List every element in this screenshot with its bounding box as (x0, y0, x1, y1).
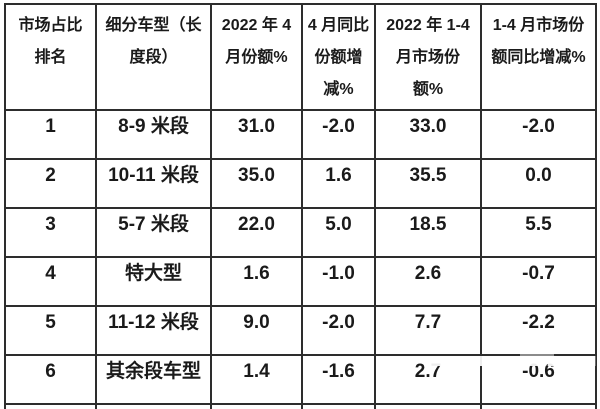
cell-jan-apr-yoy: -2.2 (480, 305, 597, 356)
column-header-jan-apr-yoy: 1-4 月市场份 额同比增减% (480, 3, 597, 111)
cell-apr-share: 35.0 (210, 158, 303, 209)
cell-jan-apr-share: 33.0 (374, 109, 482, 160)
cell-rank: 5 (4, 305, 97, 356)
cell-jan-apr-share: 35.5 (374, 158, 482, 209)
cell-apr-share: 22.0 (210, 207, 303, 258)
cell-rank: 1 (4, 109, 97, 160)
cell-apr-yoy: -2.0 (301, 109, 376, 160)
cell-rank: 3 (4, 207, 97, 258)
cell-jan-apr-yoy: 0 (480, 403, 597, 409)
cell-segment: 其余段车型 (95, 354, 212, 405)
cell-apr-share: 9.0 (210, 305, 303, 356)
header-row: 市场占比 排名 细分车型（长 度段） 2022 年 4 月份额% 4 月同比 份… (4, 3, 597, 111)
cell-segment: 10-11 米段 (95, 158, 212, 209)
cell-apr-yoy: -1.6 (301, 354, 376, 405)
cell-jan-apr-yoy: 5.5 (480, 207, 597, 258)
cell-jan-apr-yoy: -2.0 (480, 109, 597, 160)
cell-apr-yoy: 5.0 (301, 207, 376, 258)
cell-rank: 4 (4, 256, 97, 307)
cell-apr-share: 1.6 (210, 256, 303, 307)
cell-apr-share: 1.4 (210, 354, 303, 405)
cell-segment: 特大型 (95, 256, 212, 307)
cell-segment: 11-12 米段 (95, 305, 212, 356)
column-header-rank: 市场占比 排名 (4, 3, 97, 111)
column-header-apr-yoy: 4 月同比 份额增 减% (301, 3, 376, 111)
cell-segment: 8-9 米段 (95, 109, 212, 160)
table-row: 6 其余段车型 1.4 -1.6 2.7 -0.6 (4, 354, 597, 405)
cell-apr-share: 100 (210, 403, 303, 409)
cell-segment: 合计 (95, 403, 212, 409)
cell-jan-apr-share: 7.7 (374, 305, 482, 356)
cell-jan-apr-yoy: -0.7 (480, 256, 597, 307)
cell-jan-apr-share: 2.7 (374, 354, 482, 405)
cell-apr-yoy: 0 (301, 403, 376, 409)
cell-jan-apr-yoy: 0.0 (480, 158, 597, 209)
cell-segment: 5-7 米段 (95, 207, 212, 258)
cell-apr-yoy: -1.0 (301, 256, 376, 307)
cell-jan-apr-share: 2.6 (374, 256, 482, 307)
table-row: 5 11-12 米段 9.0 -2.0 7.7 -2.2 (4, 305, 597, 356)
table-row: 3 5-7 米段 22.0 5.0 18.5 5.5 (4, 207, 597, 258)
cell-jan-apr-share: 18.5 (374, 207, 482, 258)
column-header-jan-apr-share: 2022 年 1-4 月市场份 额% (374, 3, 482, 111)
total-row: 合计 100 0 100 0 (4, 403, 597, 409)
table-row: 2 10-11 米段 35.0 1.6 35.5 0.0 (4, 158, 597, 209)
cell-apr-yoy: -2.0 (301, 305, 376, 356)
table-row: 1 8-9 米段 31.0 -2.0 33.0 -2.0 (4, 109, 597, 160)
market-share-table: 市场占比 排名 细分车型（长 度段） 2022 年 4 月份额% 4 月同比 份… (4, 3, 597, 409)
cell-rank (4, 403, 97, 409)
cell-rank: 2 (4, 158, 97, 209)
cell-rank: 6 (4, 354, 97, 405)
column-header-segment: 细分车型（长 度段） (95, 3, 212, 111)
cell-jan-apr-yoy: -0.6 (480, 354, 597, 405)
column-header-apr-share: 2022 年 4 月份额% (210, 3, 303, 111)
cell-apr-yoy: 1.6 (301, 158, 376, 209)
table-row: 4 特大型 1.6 -1.0 2.6 -0.7 (4, 256, 597, 307)
cell-jan-apr-share: 100 (374, 403, 482, 409)
cell-apr-share: 31.0 (210, 109, 303, 160)
